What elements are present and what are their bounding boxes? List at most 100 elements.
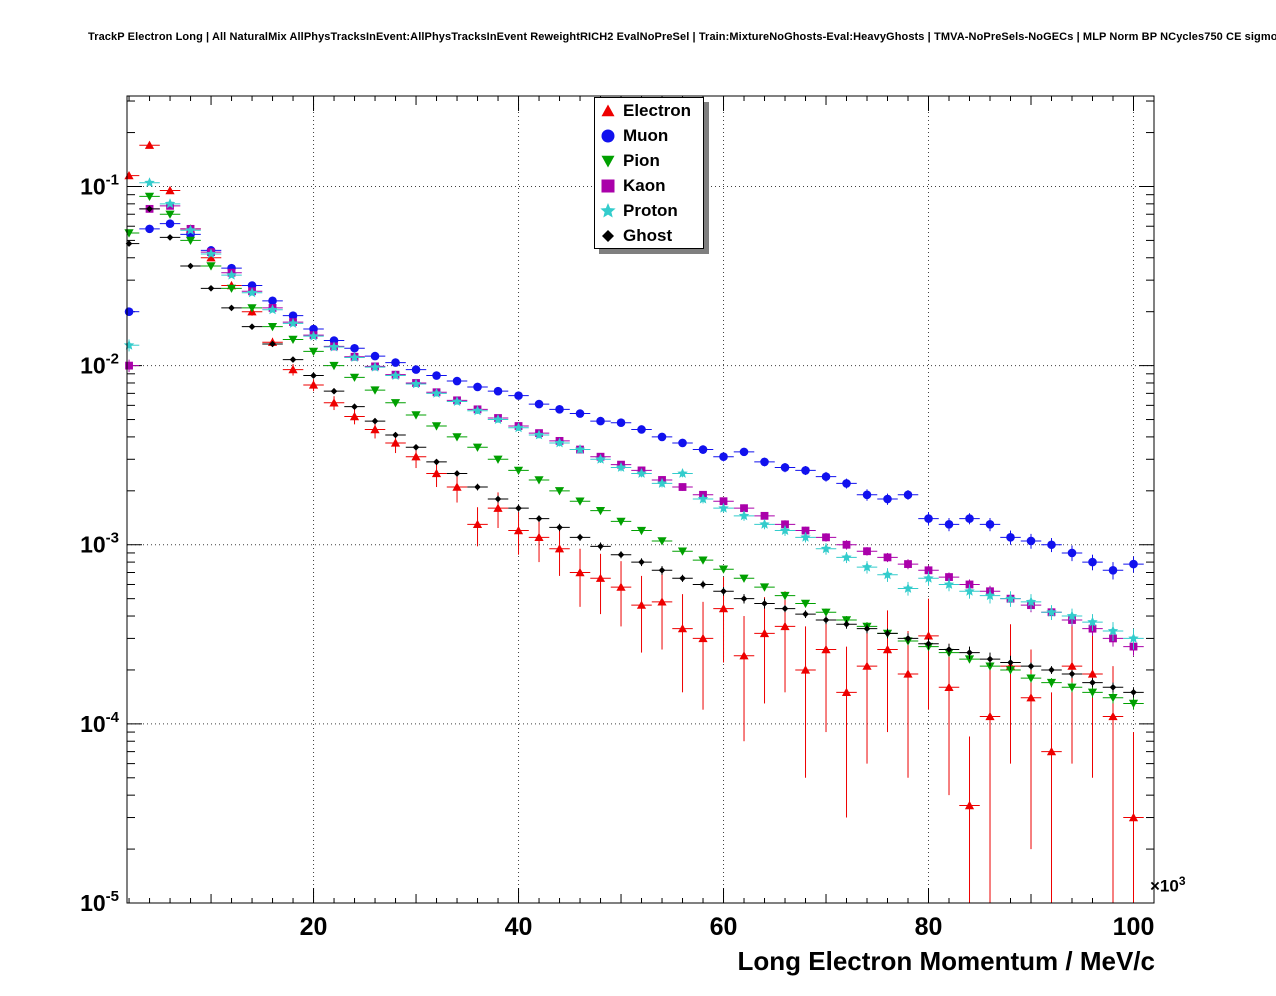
star-marker: [513, 422, 524, 433]
triangle-down-marker: [534, 476, 544, 485]
circle-marker: [575, 409, 585, 418]
triangle-up-marker: [657, 597, 667, 606]
diamond-marker: [945, 646, 953, 653]
circle-marker: [698, 445, 708, 454]
circle-marker: [391, 358, 400, 367]
diamond-marker: [925, 640, 932, 648]
triangle-up-marker: [718, 604, 729, 613]
circle-marker: [452, 376, 462, 386]
star-marker: [574, 444, 586, 454]
circle-marker: [411, 365, 421, 374]
square-marker: [719, 497, 728, 506]
triangle-up-marker: [677, 624, 688, 633]
circle-marker: [903, 490, 913, 500]
diamond-marker: [802, 610, 809, 618]
star-marker: [533, 429, 545, 440]
diamond-marker: [228, 304, 235, 312]
diamond-marker: [187, 262, 194, 270]
triangle-down-marker: [985, 662, 995, 671]
diamond-marker: [781, 605, 789, 612]
circle-marker: [842, 479, 851, 488]
triangle-up-marker: [1128, 812, 1139, 822]
series-ghost: [125, 205, 1144, 698]
triangle-up-marker: [431, 468, 442, 478]
circle-marker: [924, 514, 933, 523]
legend-item-pion: Pion: [595, 148, 703, 173]
legend-item-proton: Proton: [595, 198, 703, 223]
star-icon-shape: [600, 202, 616, 217]
square-marker: [883, 553, 892, 562]
diamond-marker: [658, 567, 666, 574]
diamond-marker: [1027, 662, 1035, 670]
diamond-marker: [679, 575, 686, 582]
diamond-marker: [1048, 666, 1055, 674]
diamond-marker: [248, 323, 256, 330]
plot-frame: [126, 95, 1155, 904]
square-marker: [904, 560, 912, 568]
legend-item-kaon: Kaon: [595, 173, 703, 198]
triangle-up-marker: [944, 682, 954, 691]
diamond-marker: [740, 595, 748, 602]
series-pion: [124, 192, 1144, 710]
legend-item-muon: Muon: [595, 123, 703, 148]
triangle-down-marker: [636, 526, 647, 536]
diamond-marker: [556, 524, 563, 531]
star-marker: [144, 177, 155, 188]
triangle-up-marker: [554, 544, 565, 553]
circle-marker: [944, 520, 954, 529]
plot-title: TrackP Electron Long | All NaturalMix Al…: [88, 31, 1276, 43]
star-marker: [390, 370, 401, 380]
square-marker: [945, 573, 953, 581]
star-marker: [1087, 616, 1098, 627]
triangle-up-icon: [601, 104, 615, 116]
legend-label: Electron: [623, 100, 692, 120]
triangle-up-marker: [493, 503, 503, 512]
triangle-down-marker: [739, 574, 749, 583]
triangle-up-marker: [144, 140, 155, 149]
circle-marker: [965, 514, 974, 523]
legend-label: Kaon: [623, 175, 666, 195]
x-tick-label: 100: [1113, 913, 1155, 941]
circle-marker: [1026, 536, 1036, 546]
circle-marker: [370, 351, 380, 361]
diamond-marker: [166, 234, 174, 241]
star-marker: [984, 590, 996, 601]
diamond-marker: [761, 600, 768, 607]
legend-label: Proton: [623, 200, 678, 220]
legend-label: Ghost: [623, 225, 673, 245]
circle-marker: [862, 490, 872, 500]
triangle-up-marker: [800, 665, 811, 674]
circle-marker: [985, 520, 995, 529]
star-marker: [287, 317, 299, 328]
legend-item-electron: Electron: [595, 98, 703, 123]
triangle-up-marker: [780, 621, 790, 631]
diamond-icon: [602, 229, 614, 242]
square-marker: [125, 361, 133, 370]
star-marker: [205, 248, 217, 259]
triangle-up-marker: [903, 669, 913, 678]
star-marker: [164, 198, 176, 209]
star-marker: [902, 583, 914, 593]
diamond-marker: [638, 558, 645, 566]
diamond-marker: [1130, 689, 1137, 696]
triangle-up-marker: [821, 644, 831, 654]
circle-icon: [601, 129, 615, 142]
triangle-down-marker: [821, 608, 831, 617]
circle-marker: [678, 438, 687, 448]
triangle-down-marker: [370, 386, 380, 395]
triangle-up-marker: [513, 526, 524, 535]
x-axis-exponent: ×103: [1150, 874, 1186, 897]
star-marker: [800, 531, 811, 542]
diamond-marker: [617, 551, 625, 558]
diamond-marker: [904, 635, 912, 642]
diamond-marker: [474, 483, 481, 491]
square-icon: [601, 179, 615, 192]
circle-marker: [145, 224, 154, 234]
circle-marker: [473, 382, 482, 392]
square-marker: [740, 504, 748, 513]
circle-marker: [309, 324, 318, 334]
triangle-up-marker: [349, 411, 360, 421]
circle-marker: [780, 463, 790, 472]
triangle-down-marker: [226, 284, 237, 293]
